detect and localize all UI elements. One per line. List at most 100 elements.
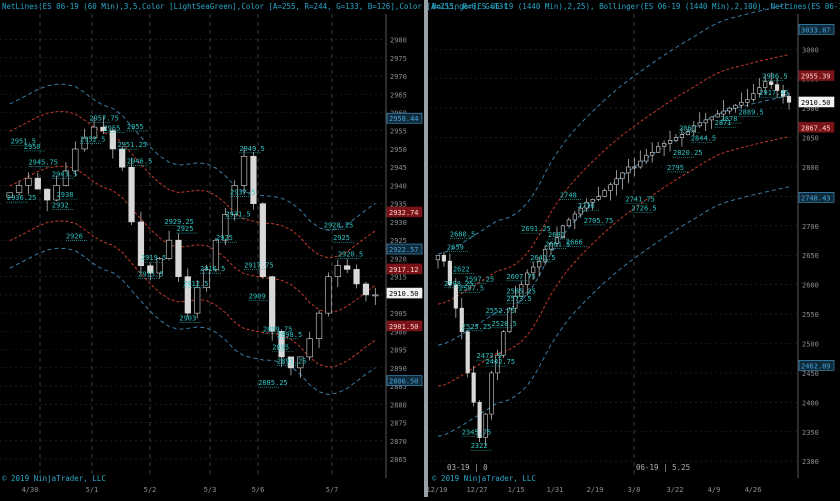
price-label-text: 2910.50 <box>389 290 419 298</box>
candle-body <box>501 331 506 356</box>
candle-body <box>15 185 23 194</box>
net-line-label: 2681 <box>548 231 565 239</box>
y-tick-label: 2950 <box>390 146 407 154</box>
y-tick-label: 2920 <box>390 255 407 263</box>
price-label <box>798 360 835 371</box>
y-tick-label: 2955 <box>390 128 407 136</box>
y-tick-label: 2930 <box>390 219 407 227</box>
y-tick-label: 2550 <box>802 311 819 319</box>
candle-body <box>626 166 631 174</box>
x-tick-label: 1/15 <box>508 486 525 494</box>
candle-body <box>44 188 51 201</box>
x-tick-label: 5/1 <box>86 486 99 494</box>
candle-body <box>306 338 313 358</box>
candle-body <box>608 184 613 191</box>
candle-body <box>269 276 276 332</box>
candle-body <box>632 166 637 169</box>
net-line-label: 2598.25 <box>444 280 474 288</box>
net-line-label: 2726.5 <box>631 205 656 213</box>
net-line-label: 2926 <box>66 232 83 240</box>
net-line-label: 2950 <box>24 143 41 151</box>
candle-body <box>614 178 619 185</box>
net-line-label: 2528.5 <box>492 320 517 328</box>
bollinger-band <box>9 220 376 368</box>
candle-body <box>334 265 341 277</box>
candle-body <box>231 185 238 215</box>
left-chart-60min[interactable]: NetLines(ES 06-19 (60 Min),3,5,Color [Li… <box>0 2 508 494</box>
candle-body <box>566 219 571 227</box>
candle-body <box>531 266 536 274</box>
net-line-label: 2903 <box>179 314 196 322</box>
net-line-label: 2473.5 <box>477 352 502 360</box>
candle-body <box>721 110 726 115</box>
candle-body <box>222 214 229 241</box>
candle-body <box>584 201 589 209</box>
net-line-label: 2955 <box>103 125 120 133</box>
candle-body <box>325 276 332 314</box>
right-chart-daily[interactable]: Bollinger(ES 06-19 (1440 Min),2,25), Bol… <box>426 2 840 494</box>
net-line-label: 2931.5 <box>225 210 250 218</box>
candle-body <box>650 151 655 156</box>
candle-body <box>525 272 530 285</box>
right-copyright: © 2019 NinjaTrader, LLC <box>432 474 536 483</box>
net-line-label: 2920.5 <box>338 251 363 259</box>
net-line-label: 2442.75 <box>486 358 516 366</box>
candle-body <box>156 258 163 274</box>
price-label <box>386 243 423 255</box>
net-line-label: 2917.45 <box>759 89 789 97</box>
candle-body <box>620 172 625 180</box>
candle-body <box>739 101 744 106</box>
y-tick-label: 2400 <box>802 399 819 407</box>
y-tick-label: 2850 <box>802 135 819 143</box>
x-tick-label: 1/31 <box>547 486 564 494</box>
y-tick-label: 3000 <box>802 46 819 54</box>
y-tick-label: 2880 <box>390 401 407 409</box>
candle-body <box>554 237 560 244</box>
y-tick-label: 2875 <box>390 420 407 428</box>
panel-divider[interactable] <box>424 0 428 497</box>
net-line-label: 2916.5 <box>200 265 225 273</box>
candle-body <box>709 116 714 121</box>
candle-body <box>537 260 542 268</box>
net-line-label: 2932 <box>52 201 69 209</box>
net-line-label: 2895 <box>272 344 289 352</box>
price-label-text: 2462.89 <box>801 362 831 370</box>
candle-body <box>175 239 182 277</box>
candle-body <box>250 155 257 204</box>
price-label <box>798 96 835 108</box>
y-tick-label: 2970 <box>390 73 407 81</box>
candle-body <box>489 372 494 415</box>
bollinger-band <box>437 136 790 387</box>
candle-body <box>667 140 673 144</box>
y-tick-label: 2870 <box>390 438 407 446</box>
price-label-text: 2901.50 <box>389 323 419 331</box>
marker-label: 06-19 | 5.25 <box>636 463 690 472</box>
price-label-text: 2910.50 <box>801 99 831 107</box>
y-tick-label: 2905 <box>390 310 407 318</box>
candle-body <box>477 402 482 438</box>
candle-body <box>697 122 702 127</box>
y-tick-label: 2500 <box>802 340 819 348</box>
candle-body <box>673 137 679 141</box>
candle-body <box>100 126 107 132</box>
candle-body <box>72 148 79 172</box>
net-line-label: 2936.25 <box>7 194 37 202</box>
price-label <box>386 320 423 332</box>
price-label <box>798 192 835 203</box>
candle-body <box>471 372 476 403</box>
net-line-label: 2925 <box>216 234 233 242</box>
y-tick-label: 2885 <box>390 383 407 391</box>
candle-body <box>769 81 774 85</box>
candle-body <box>703 119 708 124</box>
left-chart-header: NetLines(ES 06-19 (60 Min),3,5,Color [Li… <box>2 2 508 11</box>
net-line-label: 2928.25 <box>324 221 354 229</box>
net-line-label: 2898.5 <box>277 331 302 339</box>
net-line-label: 2861 <box>679 125 696 133</box>
price-label-text: 2886.50 <box>389 378 419 386</box>
candle-body <box>507 307 512 333</box>
price-label <box>386 263 423 275</box>
price-label <box>386 112 423 124</box>
price-label <box>386 287 423 299</box>
